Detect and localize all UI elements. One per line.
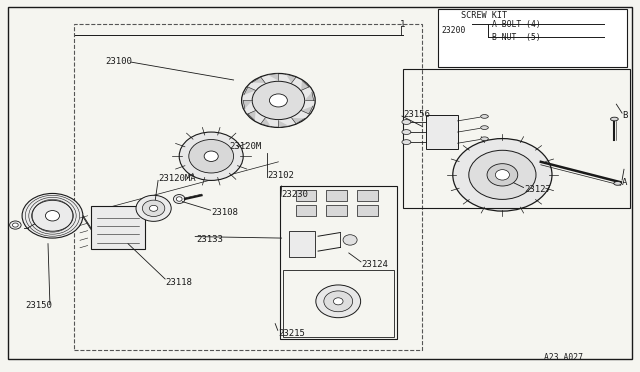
Text: 23127: 23127 xyxy=(525,185,552,194)
Polygon shape xyxy=(301,80,309,90)
Text: 23200: 23200 xyxy=(442,26,466,35)
Ellipse shape xyxy=(32,200,73,231)
Polygon shape xyxy=(285,74,296,83)
Text: B: B xyxy=(622,111,627,120)
Text: 23230: 23230 xyxy=(282,190,308,199)
Ellipse shape xyxy=(143,200,165,217)
Ellipse shape xyxy=(150,205,157,211)
Ellipse shape xyxy=(136,195,172,221)
Text: A BOLT (4): A BOLT (4) xyxy=(492,20,540,29)
Ellipse shape xyxy=(343,235,357,245)
Bar xyxy=(326,205,347,216)
Ellipse shape xyxy=(22,193,83,238)
Ellipse shape xyxy=(10,221,21,229)
Ellipse shape xyxy=(204,151,218,161)
Text: 23120M: 23120M xyxy=(229,142,261,151)
Ellipse shape xyxy=(13,223,18,227)
Polygon shape xyxy=(301,106,313,114)
Text: 23100: 23100 xyxy=(106,57,132,66)
Bar xyxy=(283,270,394,337)
Bar xyxy=(289,231,315,257)
Text: 23156: 23156 xyxy=(403,110,430,119)
Bar xyxy=(296,190,316,201)
Ellipse shape xyxy=(402,120,411,125)
Bar xyxy=(357,190,378,201)
Ellipse shape xyxy=(241,74,315,128)
Polygon shape xyxy=(244,87,256,95)
Ellipse shape xyxy=(614,182,621,185)
Polygon shape xyxy=(278,121,289,128)
Bar xyxy=(403,69,630,208)
Polygon shape xyxy=(291,118,305,124)
Text: A23 A027: A23 A027 xyxy=(544,353,583,362)
Text: 23118: 23118 xyxy=(165,278,192,287)
Text: B NUT  (5): B NUT (5) xyxy=(492,33,540,42)
Text: 23120MA: 23120MA xyxy=(159,174,196,183)
Ellipse shape xyxy=(45,211,60,221)
Bar xyxy=(357,205,378,216)
Ellipse shape xyxy=(481,115,488,118)
Text: 1: 1 xyxy=(400,20,405,29)
Ellipse shape xyxy=(252,81,305,120)
Ellipse shape xyxy=(269,94,287,107)
Text: SCREW KIT: SCREW KIT xyxy=(461,11,507,20)
Bar xyxy=(438,9,627,67)
Bar xyxy=(426,115,458,149)
Polygon shape xyxy=(260,118,271,127)
Text: 23215: 23215 xyxy=(278,329,305,338)
Ellipse shape xyxy=(402,140,411,145)
Ellipse shape xyxy=(481,137,488,141)
Ellipse shape xyxy=(316,285,361,318)
Ellipse shape xyxy=(468,150,536,199)
Polygon shape xyxy=(268,74,278,80)
Bar xyxy=(91,206,145,249)
Text: 23108: 23108 xyxy=(211,208,238,217)
Ellipse shape xyxy=(495,170,509,180)
Bar xyxy=(74,24,422,350)
Bar xyxy=(296,205,316,216)
Ellipse shape xyxy=(324,291,353,312)
Text: 23150: 23150 xyxy=(26,301,52,310)
Ellipse shape xyxy=(481,126,488,129)
Ellipse shape xyxy=(487,164,518,186)
Bar xyxy=(280,186,397,339)
Text: A: A xyxy=(622,178,627,187)
Ellipse shape xyxy=(173,195,185,203)
Ellipse shape xyxy=(402,130,411,135)
Polygon shape xyxy=(243,100,252,109)
Polygon shape xyxy=(252,77,266,83)
Polygon shape xyxy=(305,92,314,100)
Ellipse shape xyxy=(179,132,243,180)
Text: 23102: 23102 xyxy=(268,171,294,180)
Ellipse shape xyxy=(189,140,234,173)
Ellipse shape xyxy=(333,298,343,305)
Polygon shape xyxy=(248,110,256,121)
Text: 23124: 23124 xyxy=(362,260,388,269)
Ellipse shape xyxy=(453,139,552,211)
Ellipse shape xyxy=(177,197,182,201)
Text: 23133: 23133 xyxy=(196,235,223,244)
Ellipse shape xyxy=(611,117,618,121)
Bar xyxy=(326,190,347,201)
